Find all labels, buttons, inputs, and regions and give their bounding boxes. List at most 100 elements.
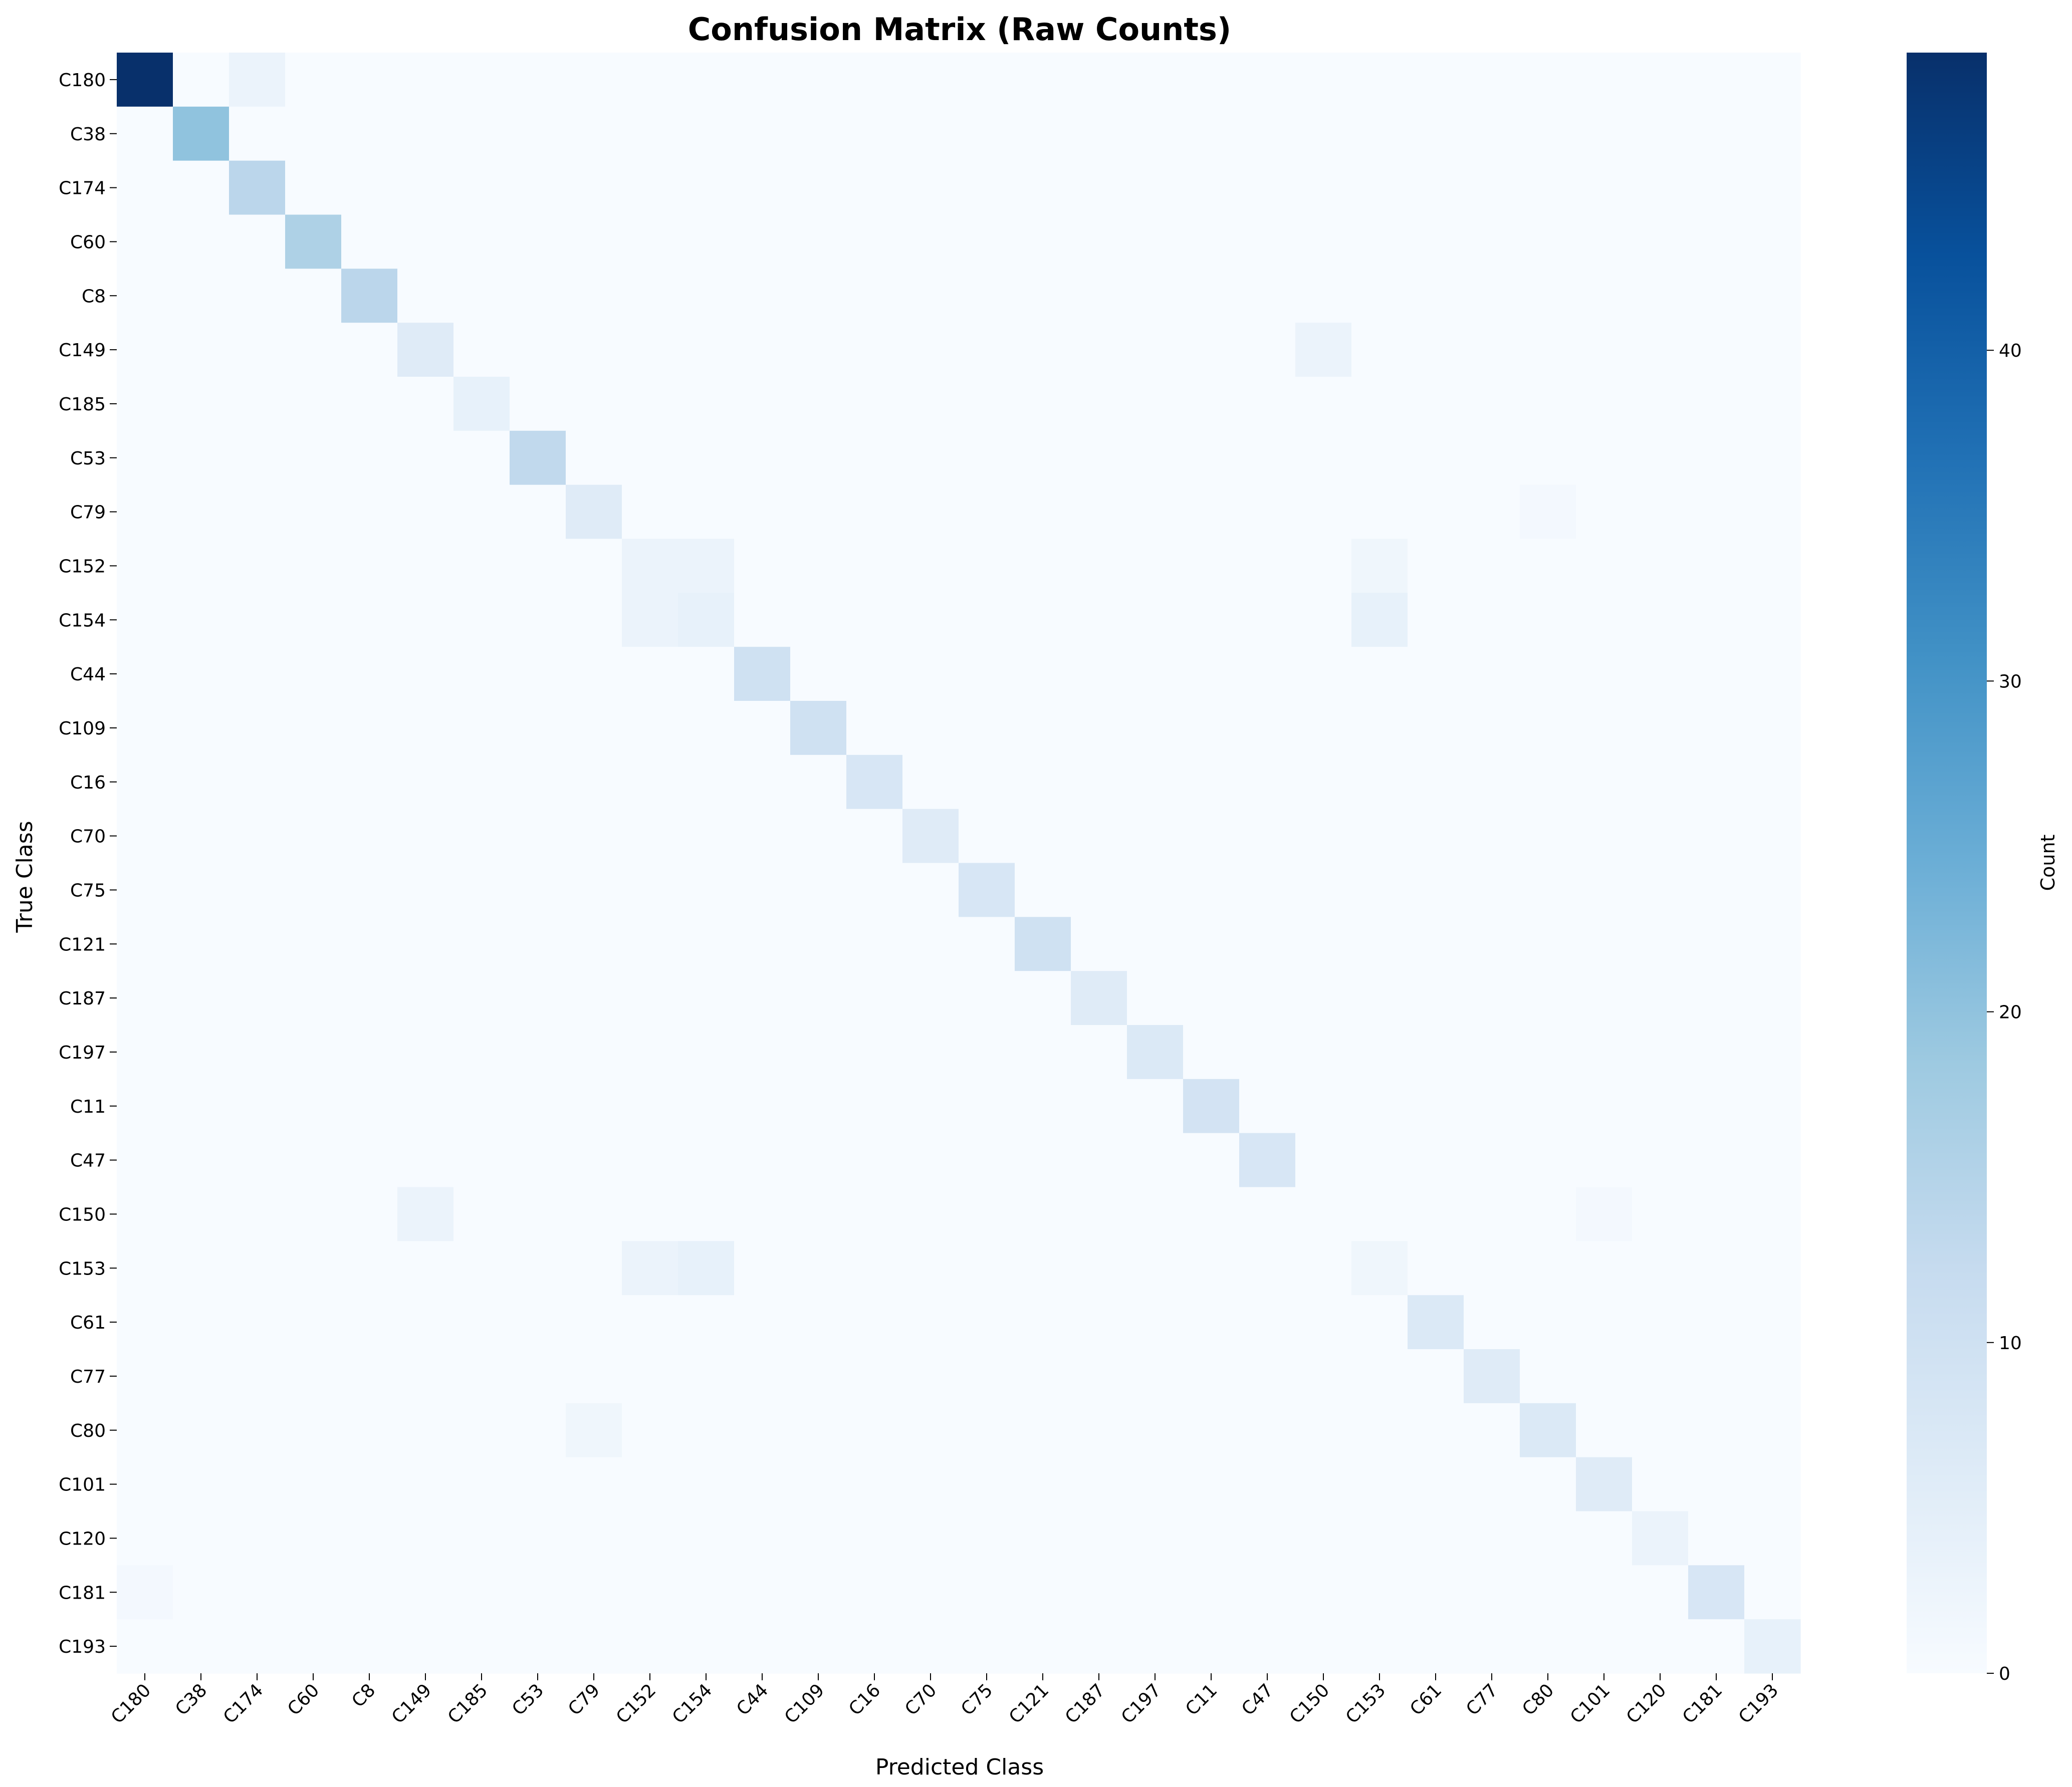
heatmap-cell xyxy=(1295,917,1352,971)
heatmap-cell xyxy=(1127,1619,1184,1674)
heatmap-cell xyxy=(510,214,566,269)
heatmap-cell xyxy=(1408,1403,1464,1458)
heatmap-cell xyxy=(1576,269,1633,323)
heatmap-cell xyxy=(341,214,398,269)
heatmap-cell xyxy=(846,701,903,755)
heatmap-cell xyxy=(678,809,735,864)
heatmap-cell xyxy=(1632,53,1689,107)
heatmap-cell xyxy=(1464,1403,1520,1458)
heatmap-cell xyxy=(229,1403,286,1458)
x-tick-label: C8 xyxy=(348,1680,379,1711)
heatmap-cell xyxy=(734,1511,791,1566)
heatmap-cell xyxy=(959,1349,1015,1404)
heatmap-cell xyxy=(1351,377,1408,431)
heatmap-cell xyxy=(117,754,173,810)
heatmap-cell xyxy=(902,1025,959,1080)
heatmap-cell xyxy=(1015,377,1071,431)
heatmap-cell xyxy=(1520,160,1576,215)
heatmap-cell xyxy=(566,430,622,485)
y-tick-label: C150 xyxy=(59,1204,106,1225)
heatmap-cell xyxy=(1520,269,1576,323)
heatmap-cell xyxy=(1295,1133,1352,1188)
heatmap-cell xyxy=(1408,1295,1464,1350)
heatmap-cell xyxy=(1744,377,1801,431)
heatmap-cell xyxy=(902,917,959,971)
heatmap-cell xyxy=(846,539,903,593)
heatmap-cell xyxy=(1744,1349,1801,1404)
heatmap-cell xyxy=(622,1457,678,1512)
heatmap-cell xyxy=(622,971,678,1026)
heatmap-cell xyxy=(1351,323,1408,377)
heatmap-cell xyxy=(397,647,454,701)
heatmap-cell xyxy=(846,323,903,377)
heatmap-cell xyxy=(846,269,903,323)
heatmap-cell xyxy=(566,863,622,917)
heatmap-cell xyxy=(1351,1133,1408,1188)
heatmap-cell xyxy=(510,701,566,755)
heatmap-cell xyxy=(1464,1241,1520,1296)
heatmap-cell xyxy=(622,377,678,431)
heatmap-cell xyxy=(1632,863,1689,917)
heatmap-cell xyxy=(678,647,735,701)
heatmap-cell xyxy=(397,1457,454,1512)
heatmap-cell xyxy=(229,917,286,971)
heatmap-cell xyxy=(285,1619,342,1674)
heatmap-cell xyxy=(1576,971,1633,1026)
heatmap-cell xyxy=(1071,917,1127,971)
heatmap-cell xyxy=(1015,1457,1071,1512)
heatmap-cell xyxy=(1576,1457,1633,1512)
heatmap-cell xyxy=(1520,1025,1576,1080)
y-tick-label: C193 xyxy=(59,1637,106,1657)
heatmap-cell xyxy=(1295,53,1352,107)
y-tick-label: C8 xyxy=(82,286,106,307)
x-tick-label: C187 xyxy=(1061,1680,1109,1727)
heatmap-cell xyxy=(790,754,847,810)
y-tick-label: C121 xyxy=(59,934,106,955)
heatmap-cell xyxy=(1351,539,1408,593)
heatmap-cell xyxy=(1127,647,1184,701)
heatmap-cell xyxy=(846,484,903,540)
heatmap-cell xyxy=(1744,1079,1801,1134)
heatmap-cell xyxy=(1183,484,1240,540)
heatmap-cell xyxy=(397,971,454,1026)
heatmap-cell xyxy=(1183,1241,1240,1296)
heatmap-cell xyxy=(902,214,959,269)
heatmap-cell xyxy=(846,53,903,107)
heatmap-cell xyxy=(1520,430,1576,485)
heatmap-cell xyxy=(1464,377,1520,431)
heatmap-cell xyxy=(1408,1025,1464,1080)
heatmap-cell xyxy=(678,1079,735,1134)
heatmap-cell xyxy=(1744,539,1801,593)
heatmap-cell xyxy=(229,1133,286,1188)
heatmap-cell xyxy=(790,377,847,431)
heatmap-cell xyxy=(566,269,622,323)
heatmap-cell xyxy=(1632,1565,1689,1620)
heatmap-cell xyxy=(1408,539,1464,593)
heatmap-cell xyxy=(622,1241,678,1296)
heatmap-cell xyxy=(1688,106,1745,161)
heatmap-cell xyxy=(1408,1187,1464,1241)
heatmap-cell xyxy=(902,484,959,540)
heatmap-cell xyxy=(1015,917,1071,971)
heatmap-cell xyxy=(1744,1511,1801,1566)
heatmap-cell xyxy=(1464,1457,1520,1512)
heatmap-cell xyxy=(341,1619,398,1674)
heatmap-cell xyxy=(285,1133,342,1188)
heatmap-cell xyxy=(734,1565,791,1620)
heatmap-cell xyxy=(229,809,286,864)
colorbar-tick-label: 40 xyxy=(1999,341,2022,361)
heatmap-cell xyxy=(1127,1295,1184,1350)
heatmap-cell xyxy=(902,1079,959,1134)
heatmap-cell xyxy=(117,593,173,647)
heatmap-cell xyxy=(1744,1187,1801,1241)
heatmap-cell xyxy=(229,539,286,593)
heatmap-cell xyxy=(902,1511,959,1566)
heatmap-cell xyxy=(510,1511,566,1566)
y-tick-label: C60 xyxy=(70,232,106,252)
heatmap-cell xyxy=(734,647,791,701)
heatmap-cell xyxy=(734,1457,791,1512)
heatmap-cell xyxy=(1520,1619,1576,1674)
heatmap-cell xyxy=(510,1241,566,1296)
heatmap-cell xyxy=(622,1403,678,1458)
heatmap-cell xyxy=(1183,160,1240,215)
